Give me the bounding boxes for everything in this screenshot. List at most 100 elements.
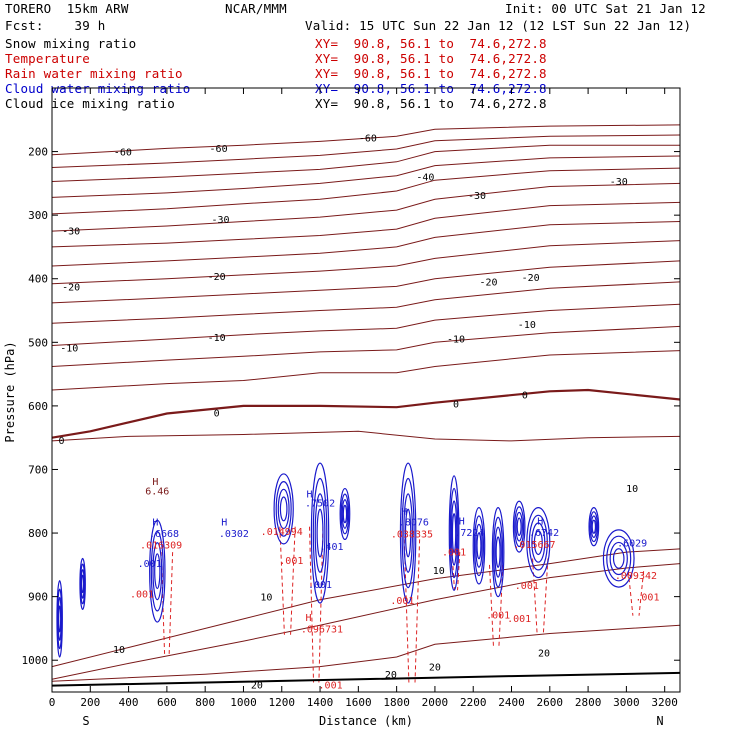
isotherm-label-0: -60 [114, 148, 132, 159]
isotherm-label-12: -10 [60, 343, 78, 354]
axes: 0 200 400 600 800 1000 1200 1400 1600 1800 2000 220… [22, 87, 681, 709]
cloud-water-cell-2 [149, 519, 166, 623]
isotherm-label-20: 10 [260, 593, 272, 604]
cloud-water-cell-4 [310, 462, 330, 604]
annotation-3: .6668 [149, 529, 179, 540]
cloud-water-cell-10 [512, 500, 526, 553]
cloud-water-cell-1 [79, 557, 86, 610]
annotation-33: .001 [635, 593, 659, 604]
field-temperature-xy: XY= 90.8, 56.1 to 74.6,272.8 [315, 51, 547, 66]
x-tick-label-16: 3200 [651, 696, 678, 709]
annotation-10: .001 [279, 556, 303, 567]
cloud-water-cell-0 [56, 580, 63, 658]
x-end-label-north: N [656, 714, 663, 728]
isotherm-label-9: -20 [208, 272, 226, 283]
isotherm-1 [51, 134, 681, 168]
isotherm-label-4: -30 [62, 226, 80, 237]
cloud-water-cell-7 [448, 475, 460, 591]
annotation-0: H [152, 477, 158, 488]
cloud-water-cell-6 [399, 462, 417, 604]
isotherm-label-18: 0 [522, 390, 528, 401]
model-title: TORERO 15km ARW [5, 1, 129, 16]
isotherm-6 [51, 201, 681, 248]
isotherm-label-16: 0 [214, 408, 220, 419]
isotherm-label-8: -20 [62, 282, 80, 293]
annotation-19: .8076 [399, 518, 429, 529]
isotherm-11 [51, 303, 681, 346]
isotherm-label-2: -60 [359, 134, 377, 145]
isotherm-18 [51, 624, 681, 682]
annotation-4: .016309 [140, 540, 182, 551]
rain-column-6 [532, 558, 549, 635]
isotherm-label-22: 10 [433, 566, 445, 577]
isotherm-label-14: -10 [447, 335, 465, 346]
plot-frame [51, 87, 681, 693]
cloud-water-cells [56, 462, 635, 658]
x-tick-label-3: 600 [157, 696, 177, 709]
y-axis-label: Pressure (hPa) [3, 341, 17, 442]
rain-column-4 [451, 552, 461, 591]
annotation-18: H [401, 507, 407, 518]
annotation-16: .096731 [301, 624, 343, 635]
rain-column-2 [309, 526, 324, 683]
field-snow-xy: XY= 90.8, 56.1 to 74.6,272.8 [315, 36, 547, 51]
annotation-28: .015667 [513, 540, 555, 551]
x-end-label-south: S [82, 714, 89, 728]
contour-annotations: H6.46H.6668.016309.001.001H.0302.014994.… [130, 477, 660, 691]
x-tick-label-5: 1000 [230, 696, 257, 709]
isotherm-13 [51, 350, 681, 391]
rain-column-3 [403, 539, 421, 683]
annotation-23: H [459, 516, 465, 527]
valid-time: Valid: 15 UTC Sun 22 Jan 12 (12 LST Sun … [305, 18, 692, 33]
annotation-1: 6.46 [145, 486, 169, 497]
isotherm-17 [51, 563, 681, 680]
y-tick-label-4: 600 [28, 400, 48, 413]
field-rain: Rain water mixing ratio [5, 66, 183, 81]
annotation-30: .001 [507, 614, 531, 625]
x-tick-label-14: 2800 [575, 696, 602, 709]
isotherm-10 [51, 281, 681, 324]
field-snow: Snow mixing ratio [5, 36, 137, 51]
isotherm-label-5: -30 [211, 215, 229, 226]
x-tick-label-15: 3000 [613, 696, 640, 709]
annotation-11: H [307, 490, 313, 501]
isotherm-label-26: 20 [429, 663, 441, 674]
isotherm-5 [51, 182, 681, 232]
x-tick-label-9: 1800 [383, 696, 410, 709]
isotherm-label-11: -20 [522, 273, 540, 284]
annotation-15: H [306, 613, 312, 624]
annotation-20: .038335 [391, 530, 433, 541]
annotation-8: .0302 [219, 529, 249, 540]
x-tick-label-11: 2200 [460, 696, 487, 709]
isotherm-0 [51, 124, 681, 156]
x-tick-label-12: 2400 [498, 696, 525, 709]
isotherm-12 [51, 325, 681, 367]
cloud-water-cell-3 [273, 473, 294, 545]
isotherm-15 [51, 430, 681, 442]
x-tick-label-0: 0 [49, 696, 56, 709]
init-time: Init: 00 UTC Sat 21 Jan 12 [505, 1, 706, 16]
x-axis-label: Distance (km) [319, 714, 413, 728]
isotherm-label-6: -30 [468, 191, 486, 202]
y-tick-label-7: 900 [28, 591, 48, 604]
annotation-27: .6742 [529, 528, 559, 539]
x-tick-label-2: 400 [119, 696, 139, 709]
isotherm-label-24: 20 [251, 680, 263, 691]
isotherm-label-1: -60 [210, 144, 228, 155]
annotation-13: .401 [319, 542, 343, 553]
ground-line [51, 671, 681, 687]
x-tick-label-7: 1400 [307, 696, 334, 709]
annotation-24: .7224 [454, 528, 484, 539]
isotherm-14 [51, 388, 681, 439]
isotherm-label-3: -40 [416, 172, 434, 183]
isotherm-3 [51, 155, 681, 198]
cloud-water-cell-8 [472, 507, 486, 585]
terrain-line [51, 671, 681, 687]
annotation-29: .001 [515, 581, 539, 592]
annotation-2: H [152, 518, 158, 529]
y-tick-label-3: 500 [28, 336, 48, 349]
x-tick-label-10: 2000 [422, 696, 449, 709]
annotation-21: .001 [390, 596, 414, 607]
